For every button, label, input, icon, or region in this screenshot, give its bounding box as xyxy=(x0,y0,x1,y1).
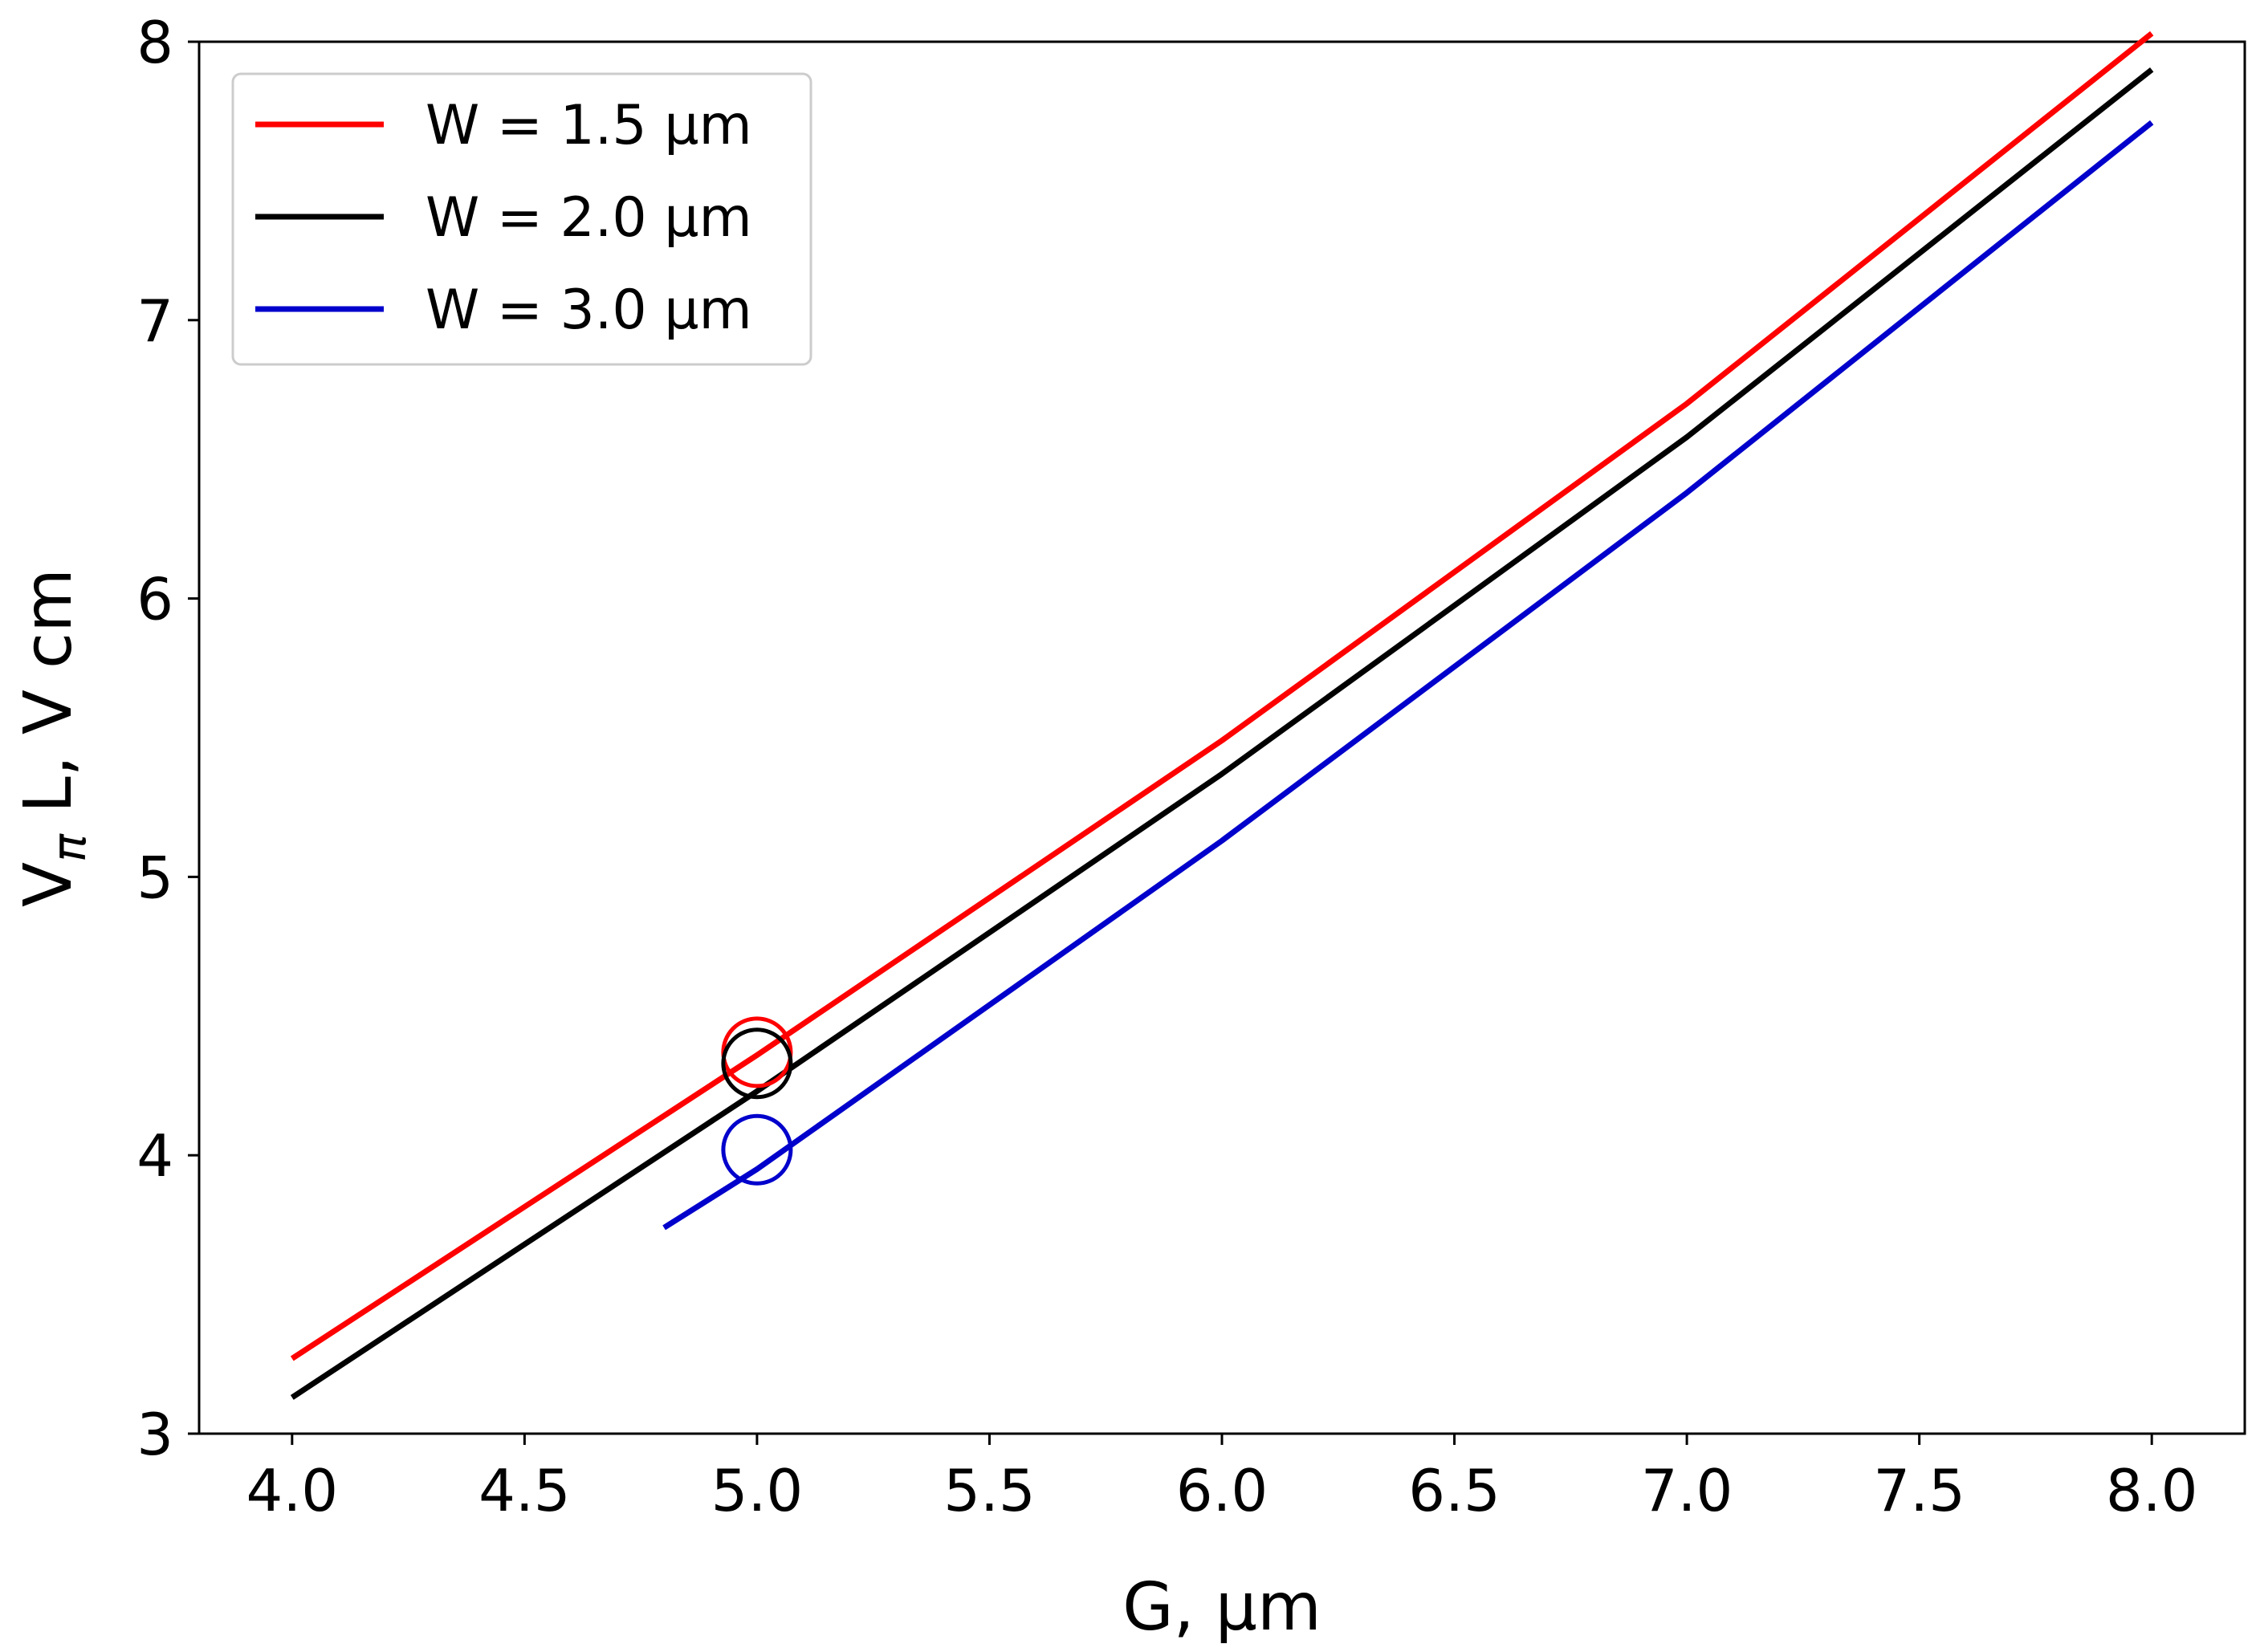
x-tick-label: 8.0 xyxy=(2106,1457,2198,1524)
legend-items: W = 1.5 μm W = 2.0 μm W = 3.0 μm xyxy=(255,94,752,342)
x-tick-label: 7.0 xyxy=(1641,1457,1733,1524)
marker-circle-1 xyxy=(721,1027,793,1100)
legend-box xyxy=(231,72,812,366)
x-tick-label: 5.5 xyxy=(943,1457,1036,1524)
legend: W = 1.5 μm W = 2.0 μm W = 3.0 μm xyxy=(231,72,812,366)
y-tick-label: 4 xyxy=(136,1122,173,1190)
y-axis-title: Vπ L, V cm xyxy=(10,568,96,907)
y-axis-ticks: 3 4 5 6 7 8 xyxy=(136,9,199,1468)
y-tick-label: 3 xyxy=(136,1401,173,1468)
x-tick-label: 4.5 xyxy=(478,1457,571,1524)
x-tick-label: 6.0 xyxy=(1176,1457,1268,1524)
x-tick-label: 7.5 xyxy=(1873,1457,1965,1524)
legend-label-1: W = 2.0 μm xyxy=(426,186,752,250)
x-axis-ticks: 4.0 4.5 5.0 5.5 6.0 6.5 7.0 7.5 8.0 xyxy=(246,1434,2198,1524)
x-tick-label: 5.0 xyxy=(711,1457,804,1524)
y-tick-label: 7 xyxy=(136,287,173,355)
series-line-0 xyxy=(290,31,2154,1361)
marker-layer xyxy=(721,1016,793,1186)
marker-circle-2 xyxy=(721,1113,793,1186)
x-tick-label: 6.5 xyxy=(1408,1457,1501,1524)
y-axis-title-subscript: π xyxy=(42,833,96,862)
series-line-2 xyxy=(662,120,2154,1231)
legend-label-0: W = 1.5 μm xyxy=(426,94,752,157)
x-axis-title: G, μm xyxy=(1122,1569,1321,1646)
x-tick-label: 4.0 xyxy=(246,1457,339,1524)
y-tick-label: 8 xyxy=(136,9,173,76)
y-tick-label: 5 xyxy=(136,844,173,911)
y-tick-label: 6 xyxy=(136,566,173,633)
y-axis-title-main: V xyxy=(10,862,87,907)
series-layer xyxy=(290,31,2154,1400)
series-line-1 xyxy=(290,67,2154,1400)
y-axis-title-rest: L, V cm xyxy=(10,568,87,834)
legend-label-2: W = 3.0 μm xyxy=(426,279,752,342)
